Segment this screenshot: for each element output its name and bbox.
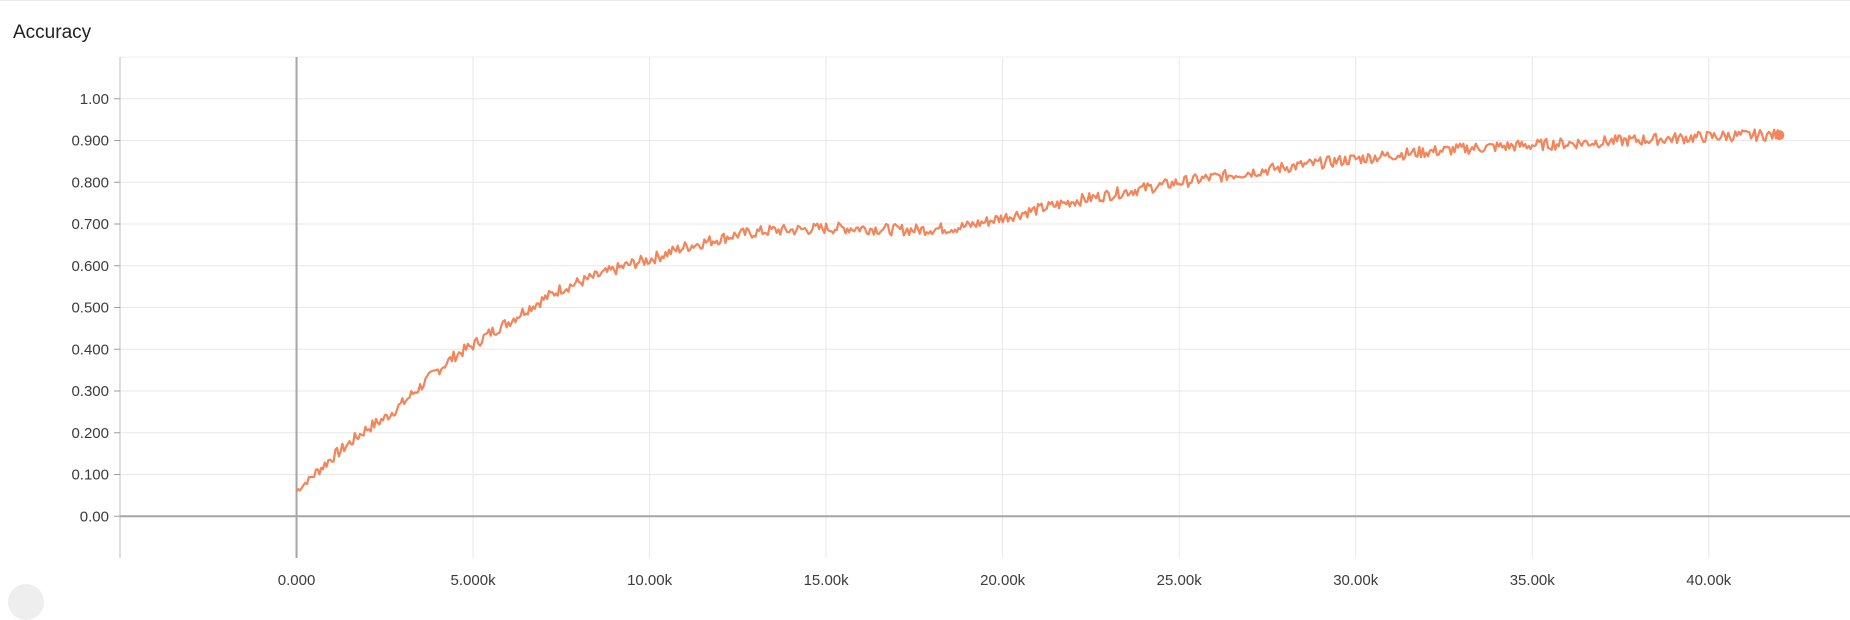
series-end-point xyxy=(1774,130,1785,141)
series-layer xyxy=(295,128,1785,492)
x-tick-label: 0.000 xyxy=(278,572,316,589)
y-tick-label: 0.200 xyxy=(71,425,109,442)
y-tick-label: 0.00 xyxy=(80,508,109,525)
y-tick-label: 0.700 xyxy=(71,216,109,233)
chart-title: Accuracy xyxy=(13,22,92,43)
x-tick-label: 30.00k xyxy=(1333,572,1379,589)
y-tick-label: 0.300 xyxy=(71,383,109,400)
x-tick-label: 5.000k xyxy=(451,572,497,589)
series-line xyxy=(295,128,1781,492)
y-tick-label: 0.100 xyxy=(71,467,109,484)
grid xyxy=(120,57,1850,558)
y-axis-ticks: 0.00 0.100 0.200 0.300 0.400 0.500 0.600 0.700 0… xyxy=(71,91,120,525)
x-axis-ticks: 0.000 5.000k 10.00k 15.00k 20.00k 25.00k 30.00… xyxy=(278,572,1732,589)
x-tick-label: 10.00k xyxy=(627,572,673,589)
x-tick-label: 25.00k xyxy=(1157,572,1203,589)
accuracy-chart: 0.00 0.100 0.200 0.300 0.400 0.500 0.600 0.700 0… xyxy=(71,56,1850,589)
y-tick-label: 0.400 xyxy=(71,341,109,358)
x-tick-label: 15.00k xyxy=(804,572,850,589)
top-divider xyxy=(0,0,1850,1)
corner-control xyxy=(8,584,44,620)
y-tick-label: 0.500 xyxy=(71,300,109,317)
y-tick-label: 0.600 xyxy=(71,258,109,275)
y-tick-label: 1.00 xyxy=(80,91,109,108)
y-tick-label: 0.900 xyxy=(71,133,109,150)
x-tick-label: 35.00k xyxy=(1510,572,1556,589)
x-tick-label: 20.00k xyxy=(980,572,1026,589)
x-tick-label: 40.00k xyxy=(1686,572,1732,589)
y-tick-label: 0.800 xyxy=(71,174,109,191)
